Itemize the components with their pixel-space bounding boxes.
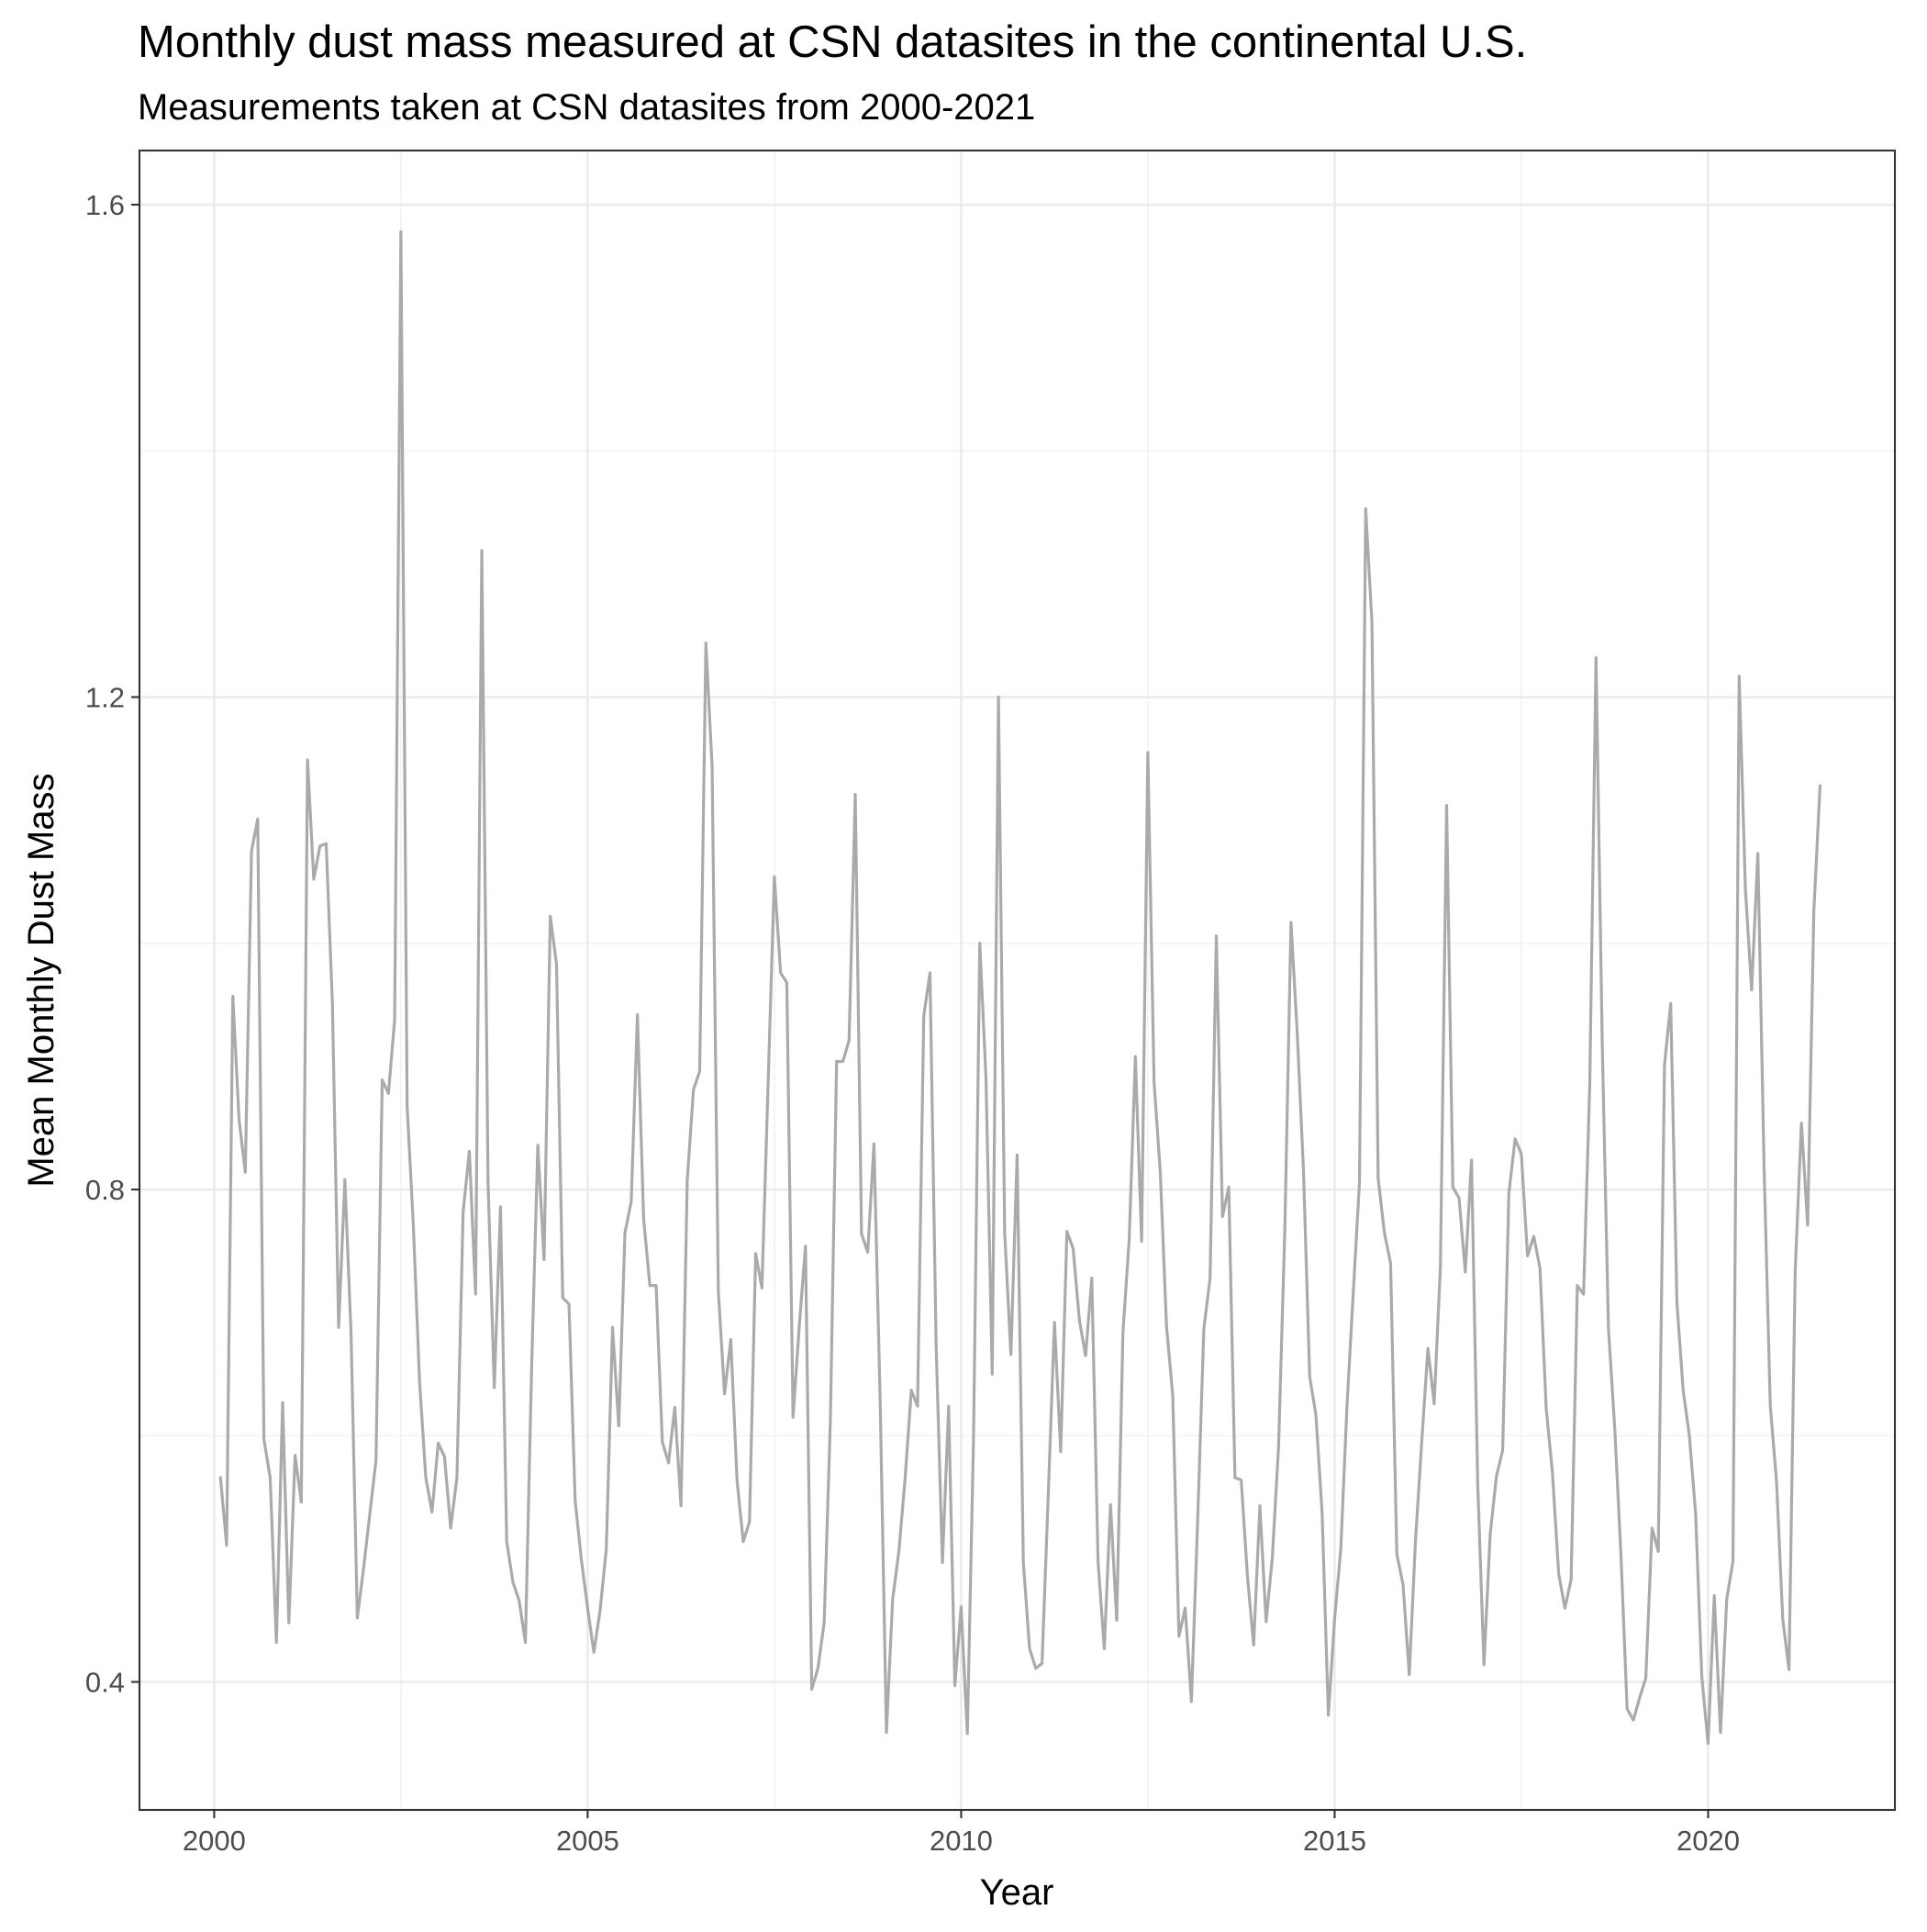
y-tick-label: 1.6 [85, 189, 125, 221]
x-tick-label: 2020 [1676, 1825, 1740, 1857]
chart-subtitle: Measurements taken at CSN datasites from… [138, 87, 1035, 128]
plot-border [138, 149, 1897, 1812]
y-tick-label: 0.4 [85, 1667, 125, 1699]
x-tick-label: 2010 [930, 1825, 993, 1857]
series-layer [218, 229, 1822, 1746]
y-tick-label: 0.8 [85, 1174, 125, 1206]
x-tick-label: 2005 [556, 1825, 619, 1857]
chart-title: Monthly dust mass measured at CSN datasi… [138, 17, 1527, 67]
y-tick-label: 1.2 [85, 682, 125, 714]
dust-mass-line [218, 229, 1822, 1746]
axes: 2000 2005 2010 2015 2020 0.4 0.8 1.2 1.6 [85, 189, 1740, 1857]
x-axis-title: Year [980, 1872, 1054, 1913]
x-tick-label: 2015 [1303, 1825, 1366, 1857]
x-tick-label: 2000 [183, 1825, 246, 1857]
y-axis-title: Mean Monthly Dust Mass [21, 773, 61, 1187]
